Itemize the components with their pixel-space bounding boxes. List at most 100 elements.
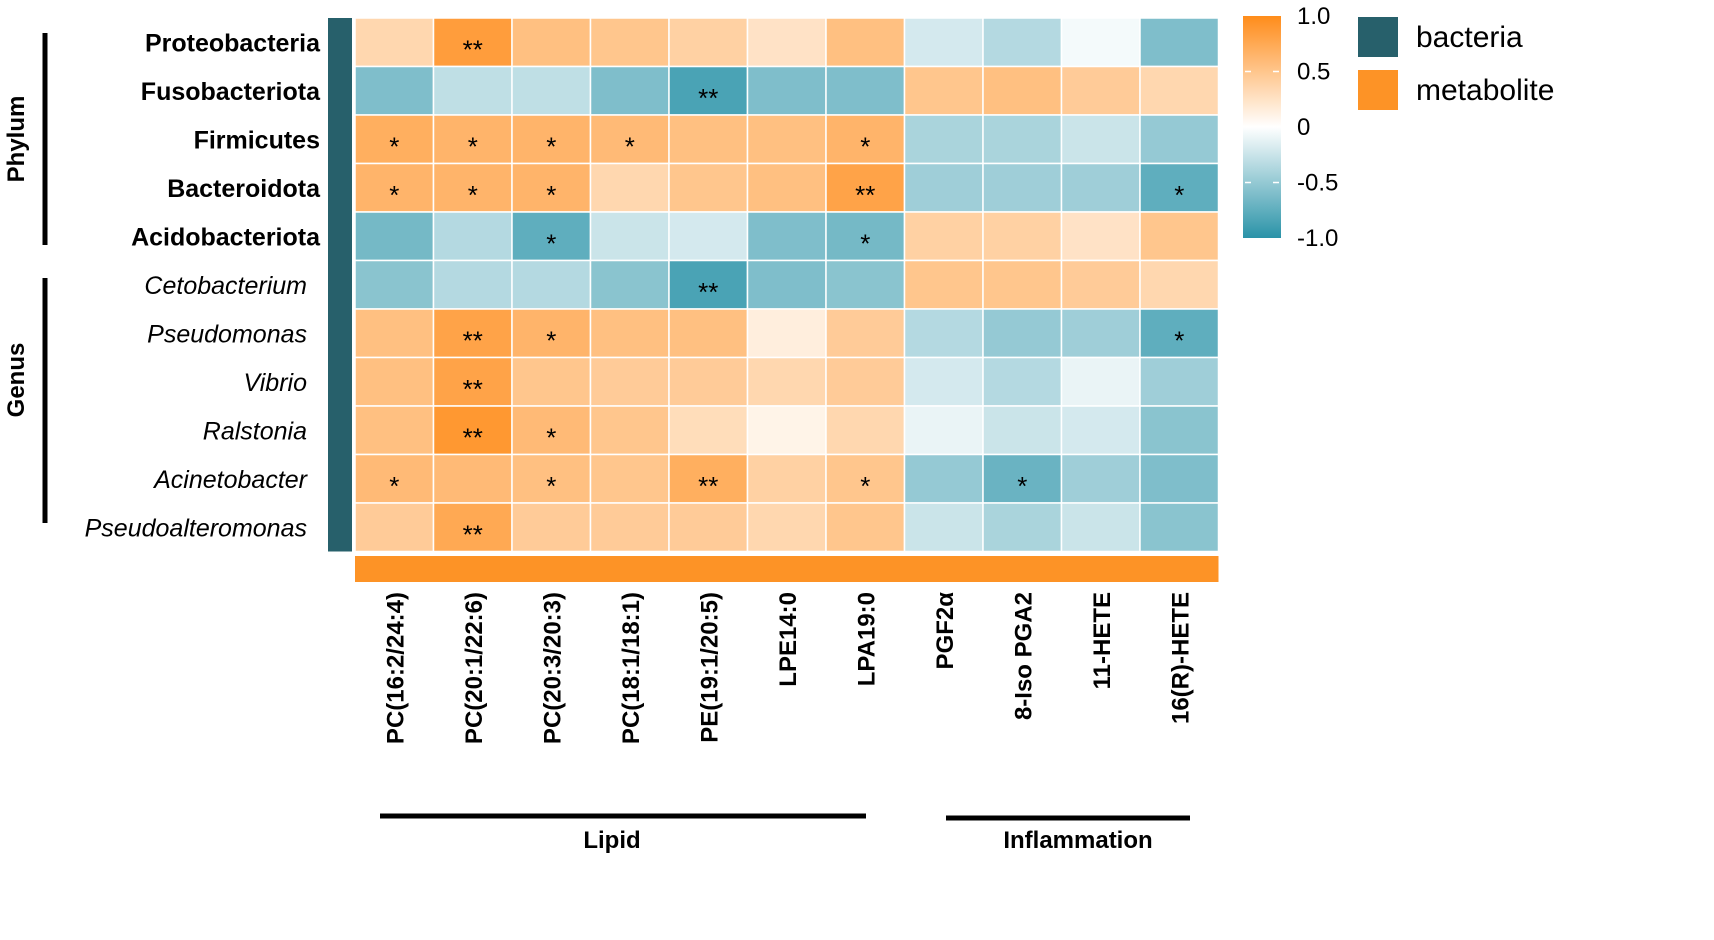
column-group-label: Inflammation (1003, 827, 1152, 854)
column-label: PC(16:2/24:4) (382, 592, 409, 744)
heatmap-cell (511, 162, 592, 213)
heatmap-cell (903, 114, 984, 165)
heatmap-cell (825, 65, 906, 116)
significance-mark: * (389, 180, 399, 210)
heatmap-cell (746, 502, 827, 553)
heatmap-cell (1139, 502, 1220, 553)
heatmap-cell (432, 453, 513, 504)
heatmap-cell (825, 502, 906, 553)
column-label: PC(20:3/20:3) (539, 592, 566, 744)
heatmap-cell (1060, 65, 1141, 116)
column-label: PGF2α (932, 592, 959, 670)
row-label: Acinetobacter (152, 466, 309, 494)
heatmap-cell (982, 114, 1063, 165)
heatmap-cell (982, 308, 1063, 359)
significance-mark: * (546, 228, 556, 258)
row-label: Fusobacteriota (141, 78, 321, 106)
heatmap-cell (903, 308, 984, 359)
significance-mark: ** (463, 34, 483, 64)
heatmap-cell (903, 453, 984, 504)
heatmap-cell (354, 211, 435, 262)
column-label: LPA19:0 (853, 592, 880, 686)
heatmap-cell (354, 17, 435, 68)
significance-mark: * (860, 228, 870, 258)
heatmap-cell (1060, 308, 1141, 359)
heatmap-cell (354, 453, 435, 504)
heatmap-cell (589, 308, 670, 359)
heatmap-cell (668, 356, 749, 407)
row-label: Firmicutes (194, 126, 320, 154)
significance-mark: ** (698, 277, 718, 307)
column-label: PE(19:1/20:5) (696, 592, 723, 743)
legend-swatch (1358, 17, 1398, 57)
heatmap-cell (982, 211, 1063, 262)
heatmap-cell (511, 17, 592, 68)
heatmap-cell (589, 162, 670, 213)
heatmap-cell (1139, 65, 1220, 116)
heatmap-cell (1060, 114, 1141, 165)
significance-mark: * (546, 131, 556, 161)
heatmap-cell (1139, 259, 1220, 310)
heatmap-cell (432, 308, 513, 359)
heatmap-cell (432, 259, 513, 310)
heatmap-cell (982, 259, 1063, 310)
heatmap-cell (432, 211, 513, 262)
heatmap-cell (746, 211, 827, 262)
heatmap-cell (1139, 211, 1220, 262)
row-label: Vibrio (244, 369, 308, 397)
row-label: Bacteroidota (167, 175, 321, 203)
legend-label: bacteria (1416, 21, 1523, 54)
heatmap-cell (825, 17, 906, 68)
row-group-label: Phylum (3, 96, 30, 183)
significance-mark: ** (698, 471, 718, 501)
heatmap-cell (432, 65, 513, 116)
heatmap-cell (511, 405, 592, 456)
row-group-label: Genus (3, 343, 30, 418)
significance-mark: * (546, 422, 556, 452)
heatmap-cell (1060, 405, 1141, 456)
heatmap-cell (903, 211, 984, 262)
heatmap-cell (982, 65, 1063, 116)
heatmap-cell (746, 65, 827, 116)
heatmap-cell (589, 17, 670, 68)
heatmap-cell (746, 308, 827, 359)
legend-swatch (1358, 70, 1398, 110)
heatmap-cell (1060, 162, 1141, 213)
heatmap-cell (903, 356, 984, 407)
row-label: Cetobacterium (144, 272, 307, 300)
heatmap-cell (668, 65, 749, 116)
heatmap-cell (668, 308, 749, 359)
heatmap-cell (1139, 356, 1220, 407)
heatmap-cell (432, 356, 513, 407)
heatmap-cell (825, 405, 906, 456)
significance-mark: ** (463, 374, 483, 404)
heatmap-cell (903, 405, 984, 456)
heatmap-cell (354, 162, 435, 213)
heatmap-cell (982, 17, 1063, 68)
heatmap-cell (511, 453, 592, 504)
column-group-label: Lipid (583, 827, 640, 854)
heatmap-cell (432, 17, 513, 68)
significance-mark: ** (698, 83, 718, 113)
row-annotation-bar (328, 18, 352, 552)
heatmap-cell (511, 65, 592, 116)
significance-mark: * (860, 131, 870, 161)
heatmap-cell (511, 308, 592, 359)
heatmap-cell (511, 502, 592, 553)
column-label: PC(20:1/22:6) (461, 592, 488, 744)
row-label: Ralstonia (203, 417, 307, 445)
significance-mark: * (389, 471, 399, 501)
heatmap-cell (589, 502, 670, 553)
heatmap-cell (589, 405, 670, 456)
heatmap-cell (1139, 308, 1220, 359)
significance-mark: * (625, 131, 635, 161)
heatmap-cell (746, 162, 827, 213)
significance-mark: * (1174, 325, 1184, 355)
heatmap-cell (1139, 453, 1220, 504)
significance-mark: * (1174, 180, 1184, 210)
heatmap-cell (354, 308, 435, 359)
color-scale-tick-label: 1.0 (1297, 3, 1330, 30)
significance-mark: * (468, 180, 478, 210)
color-scale-tick-label: 0.5 (1297, 59, 1330, 86)
